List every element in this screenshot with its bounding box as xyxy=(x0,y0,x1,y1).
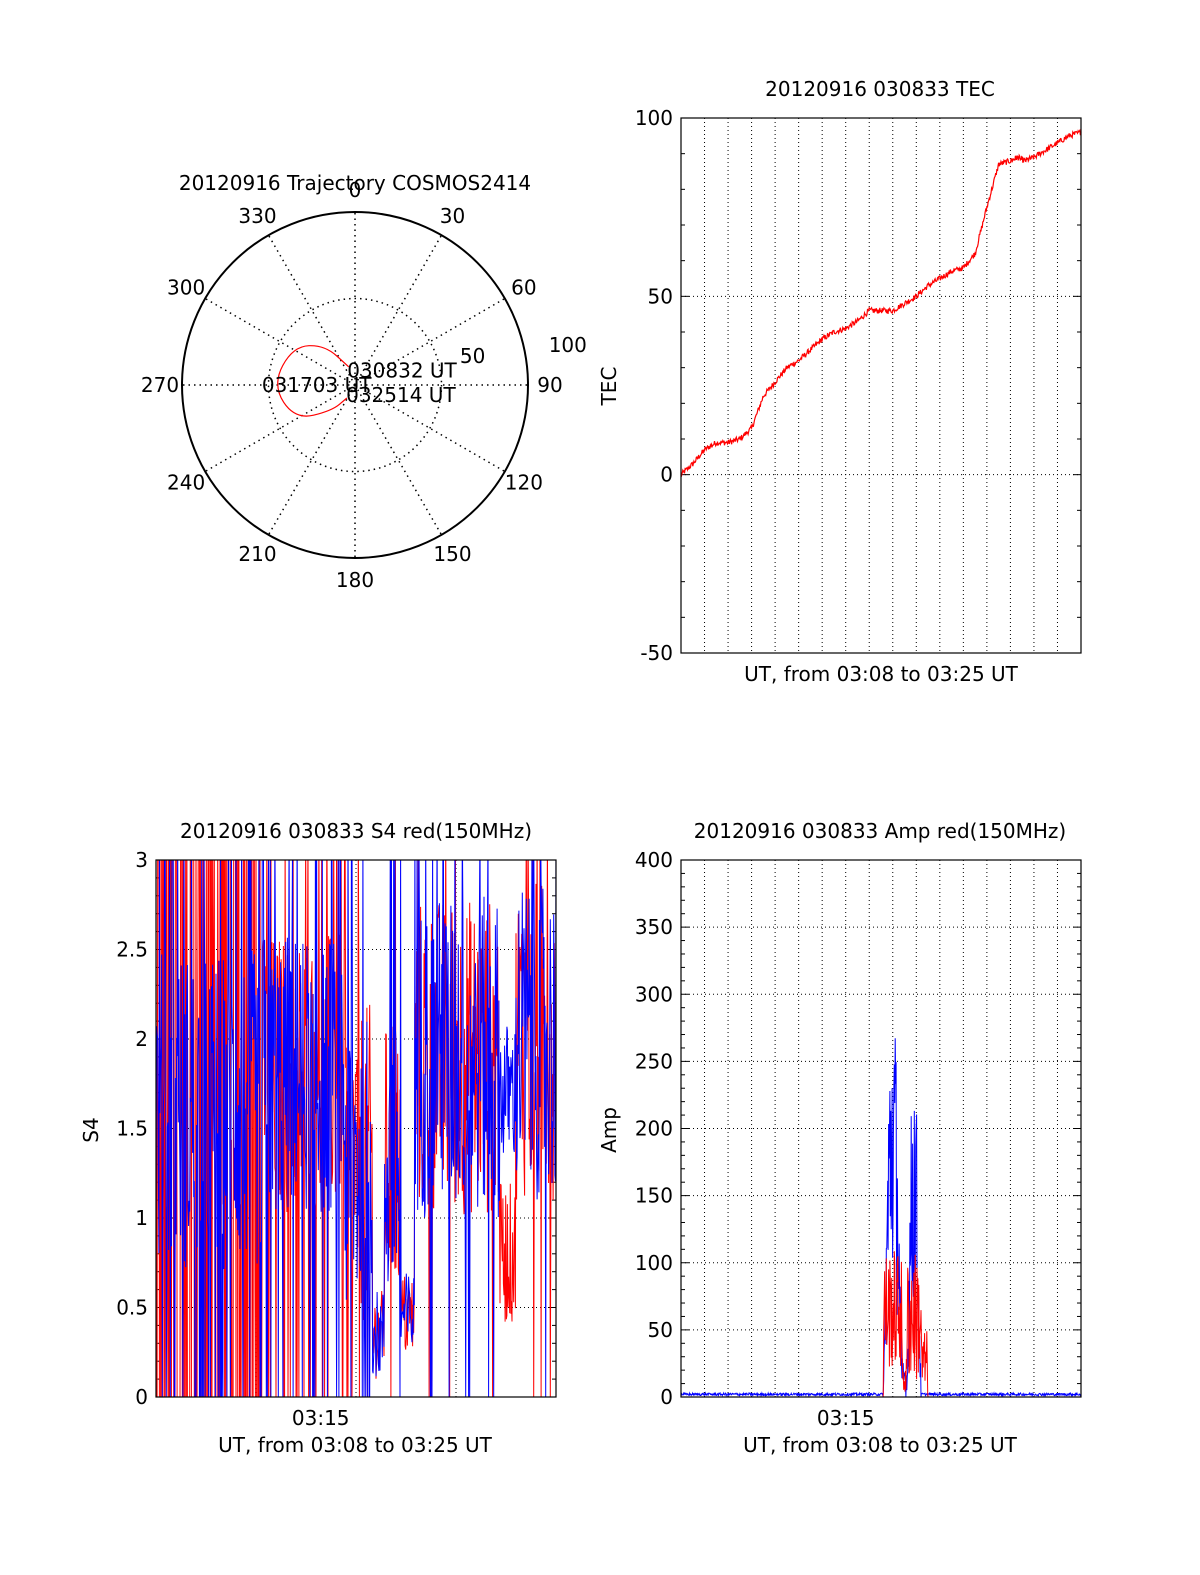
polar-spoke xyxy=(354,297,506,386)
polar-azimuth-label: 210 xyxy=(238,542,276,566)
y-tick-label: -50 xyxy=(640,641,673,665)
trajectory-polar-plot: 20120916 Trajectory COSMOS2414 0 30 60 90 12… xyxy=(141,171,587,592)
trajectory-time-label: 030832 UT xyxy=(347,358,457,382)
polar-spoke xyxy=(354,384,443,536)
trajectory-line xyxy=(277,345,350,417)
y-tick-label: 250 xyxy=(635,1049,673,1073)
amp-y-label: Amp xyxy=(597,1107,621,1153)
s4-x-tick-label: 03:15 xyxy=(292,1406,350,1430)
polar-azimuth-label: 0 xyxy=(349,178,362,202)
s4-title: 20120916 030833 S4 red(150MHz) xyxy=(180,819,532,843)
y-tick-label: 0 xyxy=(135,1385,148,1409)
amp-y-tick-labels: 400 350 300 250 200 150 100 50 0 xyxy=(635,848,673,1409)
polar-radial-label-100: 100 xyxy=(549,333,587,357)
amp-x-label: UT, from 03:08 to 03:25 UT xyxy=(743,1433,1018,1457)
s4-plot: 20120916 030833 S4 red(150MHz) 3 2.5 2 1.5 1… xyxy=(79,819,557,1457)
polar-azimuth-label: 30 xyxy=(440,204,465,228)
polar-azimuth-label: 240 xyxy=(167,471,205,495)
y-tick-label: 50 xyxy=(648,284,673,308)
polar-grid xyxy=(181,211,529,559)
y-tick-label: 100 xyxy=(635,1251,673,1275)
polar-spoke xyxy=(204,384,356,473)
polar-spoke xyxy=(267,234,356,386)
tec-frame xyxy=(680,117,1082,654)
polar-azimuth-label: 150 xyxy=(433,542,471,566)
tec-x-label: UT, from 03:08 to 03:25 UT xyxy=(744,662,1019,686)
y-tick-label: 1 xyxy=(135,1206,148,1230)
y-tick-label: 1.5 xyxy=(116,1117,148,1141)
y-tick-label: 2.5 xyxy=(116,938,148,962)
polar-inner-circle xyxy=(267,297,443,473)
amp-title: 20120916 030833 Amp red(150MHz) xyxy=(694,819,1066,843)
y-tick-label: 3 xyxy=(135,848,148,872)
polar-outer-circle xyxy=(181,211,529,559)
y-tick-label: 200 xyxy=(635,1117,673,1141)
y-tick-label: 0 xyxy=(660,463,673,487)
polar-spoke xyxy=(204,297,356,386)
s4-blue-series xyxy=(156,860,556,1397)
polar-azimuth-labels: 0 30 60 90 120 150 180 210 240 270 300 330 xyxy=(141,178,563,592)
y-tick-label: 2 xyxy=(135,1027,148,1051)
tec-grid xyxy=(681,117,1081,654)
y-tick-label: 100 xyxy=(635,106,673,130)
polar-azimuth-label: 90 xyxy=(537,373,562,397)
polar-azimuth-label: 120 xyxy=(505,471,543,495)
trajectory-time-label: 032514 UT xyxy=(346,383,456,407)
amp-x-tick-label: 03:15 xyxy=(817,1406,875,1430)
s4-frame xyxy=(155,859,557,1398)
y-tick-label: 300 xyxy=(635,982,673,1006)
y-tick-label: 350 xyxy=(635,915,673,939)
y-tick-label: 150 xyxy=(635,1184,673,1208)
polar-azimuth-label: 270 xyxy=(141,373,179,397)
amp-grid xyxy=(681,859,1081,1398)
polar-spoke xyxy=(354,384,506,473)
polar-title: 20120916 Trajectory COSMOS2414 xyxy=(179,171,531,195)
polar-azimuth-label: 180 xyxy=(336,568,374,592)
amp-red-series xyxy=(681,1251,1081,1397)
amp-blue-series xyxy=(681,1038,1081,1397)
tec-plot: 20120916 030833 TEC 100 50 0 -50 UT, from 0… xyxy=(597,77,1082,686)
tec-y-label: TEC xyxy=(597,367,621,407)
tec-title: 20120916 030833 TEC xyxy=(765,77,995,101)
y-tick-label: 0.5 xyxy=(116,1296,148,1320)
polar-azimuth-label: 60 xyxy=(511,276,536,300)
y-tick-label: 400 xyxy=(635,848,673,872)
tec-series-line xyxy=(680,128,1082,478)
amp-plot: 20120916 030833 Amp red(150MHz) 400 350 30… xyxy=(597,819,1082,1457)
trajectory-time-label: 031703 UT xyxy=(262,373,372,397)
y-tick-label: 50 xyxy=(648,1318,673,1342)
polar-radial-label-50: 50 xyxy=(460,344,485,368)
y-tick-label: 0 xyxy=(660,1385,673,1409)
polar-spoke xyxy=(354,234,443,386)
tec-y-tick-labels: 100 50 0 -50 xyxy=(635,106,673,665)
amp-frame xyxy=(680,859,1082,1398)
s4-y-label: S4 xyxy=(79,1117,103,1142)
s4-x-label: UT, from 03:08 to 03:25 UT xyxy=(218,1433,493,1457)
polar-azimuth-label: 300 xyxy=(167,276,205,300)
polar-spoke xyxy=(267,384,356,536)
polar-azimuth-label: 330 xyxy=(238,204,276,228)
s4-y-tick-labels: 3 2.5 2 1.5 1 0.5 0 xyxy=(116,848,148,1409)
